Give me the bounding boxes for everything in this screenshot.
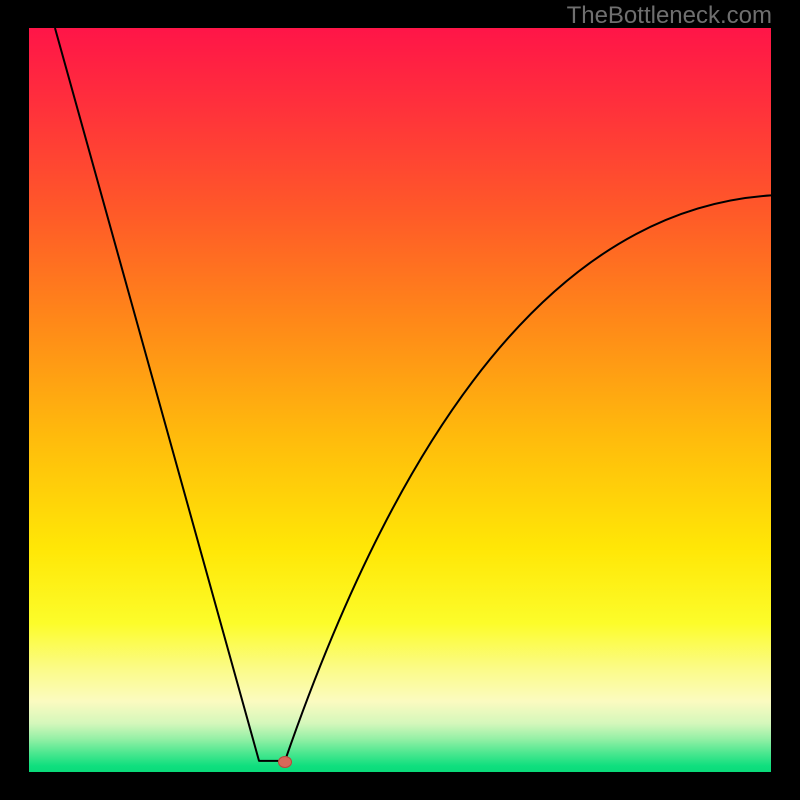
watermark-text: TheBottleneck.com bbox=[567, 2, 772, 30]
bottleneck-curve bbox=[29, 28, 771, 772]
v-curve-path bbox=[55, 28, 771, 761]
plot-area bbox=[29, 28, 771, 772]
chart-container: TheBottleneck.com bbox=[0, 0, 800, 800]
